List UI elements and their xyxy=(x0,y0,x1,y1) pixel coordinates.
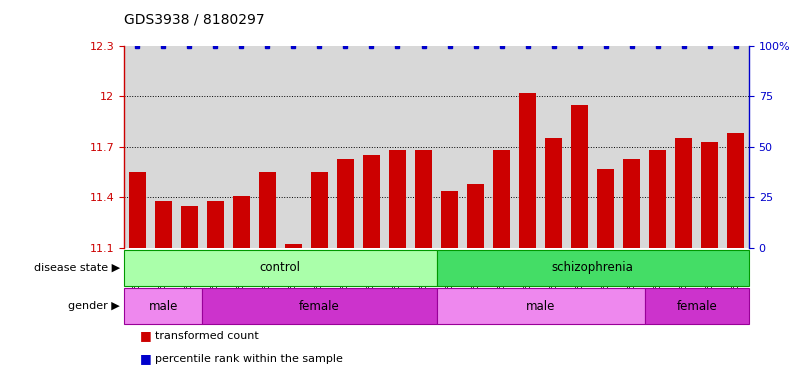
Text: GDS3938 / 8180297: GDS3938 / 8180297 xyxy=(124,13,265,27)
Bar xyxy=(155,200,171,384)
Text: control: control xyxy=(260,262,301,274)
Bar xyxy=(124,250,437,286)
Bar xyxy=(645,288,749,324)
Bar xyxy=(129,172,146,384)
Bar xyxy=(702,142,718,384)
Text: ■: ■ xyxy=(140,353,152,366)
Bar xyxy=(675,139,692,384)
Bar xyxy=(467,184,484,384)
Bar xyxy=(623,159,640,384)
Bar xyxy=(437,288,645,324)
Bar xyxy=(493,150,510,384)
Bar xyxy=(181,206,198,384)
Bar xyxy=(203,288,437,324)
Text: female: female xyxy=(677,300,717,313)
Text: female: female xyxy=(299,300,340,313)
Text: male: male xyxy=(148,300,178,313)
Bar xyxy=(598,169,614,384)
Bar xyxy=(124,288,203,324)
Bar xyxy=(519,93,536,384)
Text: schizophrenia: schizophrenia xyxy=(552,262,634,274)
Bar xyxy=(311,172,328,384)
Bar xyxy=(259,172,276,384)
Text: transformed count: transformed count xyxy=(155,331,259,341)
Bar xyxy=(337,159,354,384)
Text: male: male xyxy=(526,300,555,313)
Text: disease state ▶: disease state ▶ xyxy=(34,263,120,273)
Bar xyxy=(727,134,744,384)
Bar xyxy=(363,155,380,384)
Text: ■: ■ xyxy=(140,329,152,343)
Text: percentile rank within the sample: percentile rank within the sample xyxy=(155,354,343,364)
Bar xyxy=(545,139,562,384)
Bar xyxy=(441,190,458,384)
Bar xyxy=(571,105,588,384)
Bar xyxy=(207,200,223,384)
Bar xyxy=(415,150,432,384)
Bar xyxy=(437,250,749,286)
Bar xyxy=(389,150,406,384)
Bar xyxy=(285,244,302,384)
Bar xyxy=(650,150,666,384)
Text: gender ▶: gender ▶ xyxy=(68,301,120,311)
Bar xyxy=(233,195,250,384)
